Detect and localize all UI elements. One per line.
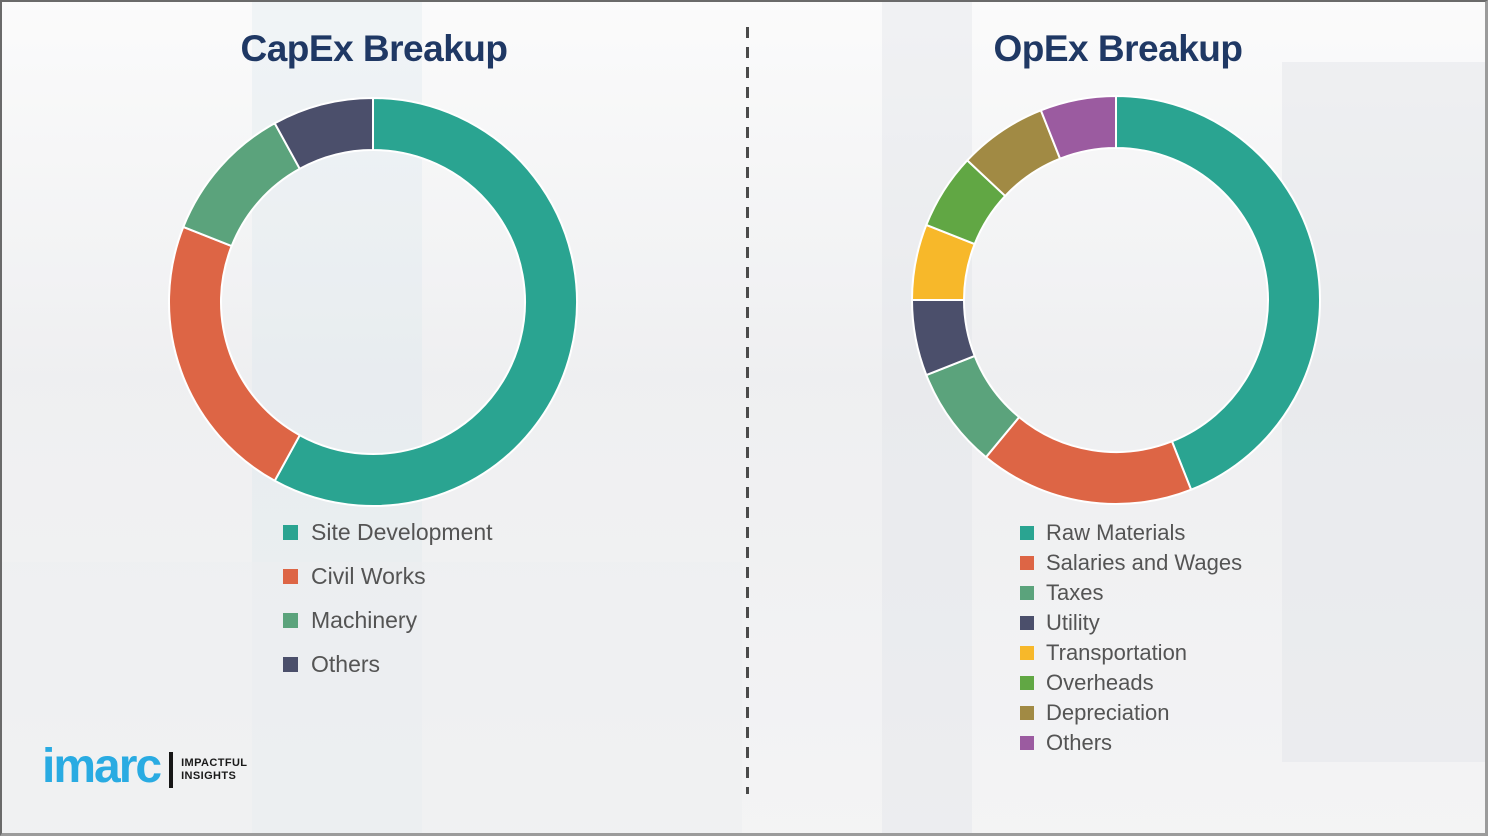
donut-slice-others — [273, 96, 374, 171]
legend-swatch — [1020, 526, 1034, 540]
legend-swatch — [1020, 736, 1034, 750]
legend-label: Civil Works — [311, 562, 426, 589]
capex-legend: Site Development Civil Works Machinery O… — [283, 510, 493, 686]
legend-swatch — [283, 568, 298, 584]
legend-swatch — [1020, 646, 1034, 660]
logo-tagline: IMPACTFUL INSIGHTS — [181, 757, 247, 783]
legend-label: Others — [1046, 730, 1113, 755]
donut-slice-civil-works — [168, 225, 302, 483]
capex-donut-chart — [168, 96, 578, 507]
legend-item: Transportation — [1020, 638, 1242, 668]
opex-legend: Raw Materials Salaries and Wages Taxes U… — [1020, 518, 1242, 758]
imarc-logo-wordmark: imarc — [42, 740, 162, 793]
legend-item: Machinery — [283, 598, 493, 642]
donut-slice-raw-materials — [1115, 94, 1321, 491]
legend-item: Others — [283, 642, 493, 686]
legend-item: Depreciation — [1020, 698, 1242, 728]
legend-swatch — [283, 656, 298, 672]
legend-item: Raw Materials — [1020, 518, 1242, 548]
legend-item: Utility — [1020, 608, 1242, 638]
legend-item: Civil Works — [283, 554, 493, 598]
legend-label: Overheads — [1046, 670, 1154, 695]
legend-item: Site Development — [283, 510, 493, 554]
legend-item: Salaries and Wages — [1020, 548, 1242, 578]
legend-label: Transportation — [1046, 640, 1188, 665]
donut-slice-site-development — [273, 96, 578, 507]
legend-label: Taxes — [1046, 580, 1104, 605]
logo-tagline-line2: INSIGHTS — [181, 770, 237, 782]
legend-item: Others — [1020, 728, 1242, 758]
legend-swatch — [1020, 556, 1034, 570]
legend-swatch — [283, 612, 298, 628]
legend-item: Taxes — [1020, 578, 1242, 608]
legend-swatch — [1020, 616, 1034, 630]
logo-tagline-line1: IMPACTFUL — [181, 757, 248, 769]
legend-swatch — [1020, 706, 1034, 720]
legend-item: Overheads — [1020, 668, 1242, 698]
opex-chart-title: OpEx Breakup — [993, 28, 1243, 69]
capex-chart-title: CapEx Breakup — [240, 28, 509, 69]
vertical-dashed-divider — [746, 27, 749, 794]
legend-label: Others — [311, 650, 381, 677]
logo-divider-bar — [169, 752, 174, 788]
legend-label: Site Development — [311, 518, 493, 545]
legend-swatch — [1020, 676, 1034, 690]
legend-swatch — [1020, 586, 1034, 600]
donut-slice-salaries-and-wages — [984, 415, 1193, 505]
legend-label: Salaries and Wages — [1046, 550, 1243, 575]
donut-slice-others — [1039, 94, 1117, 160]
legend-label: Utility — [1046, 610, 1100, 635]
legend-label: Depreciation — [1046, 700, 1170, 725]
legend-label: Raw Materials — [1046, 520, 1186, 545]
imarc-logo: imarc IMPACTFUL INSIGHTS — [42, 740, 247, 793]
legend-label: Machinery — [311, 606, 418, 633]
opex-donut-chart — [910, 94, 1321, 505]
legend-swatch — [283, 524, 298, 540]
donut-slice-machinery — [182, 121, 302, 248]
